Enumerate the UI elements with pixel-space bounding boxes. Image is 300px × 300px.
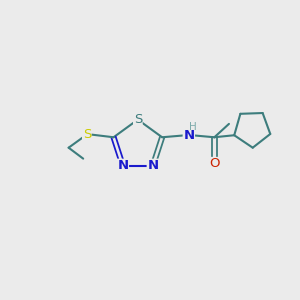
Text: S: S [134,113,142,126]
Text: N: N [183,129,194,142]
Text: S: S [83,128,91,141]
Text: N: N [117,159,128,172]
Text: N: N [147,159,158,172]
Text: O: O [209,158,220,170]
Text: H: H [189,122,197,132]
